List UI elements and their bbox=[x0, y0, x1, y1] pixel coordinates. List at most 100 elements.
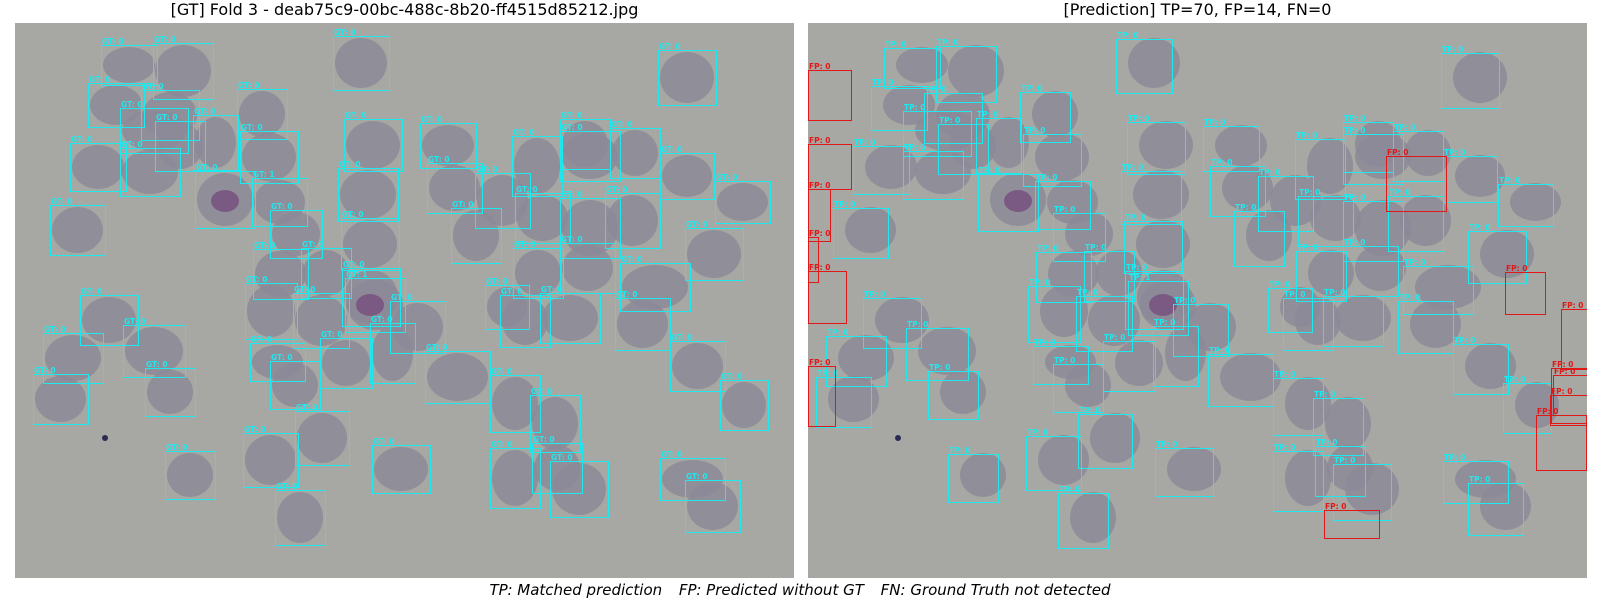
gt-box-rect bbox=[660, 458, 726, 501]
gt-box: GT: 0 bbox=[165, 443, 216, 500]
tp-box-rect bbox=[903, 151, 964, 200]
tp-box: TP: 0 bbox=[1121, 163, 1182, 225]
tp-box-rect bbox=[1078, 414, 1133, 469]
gt-box-rect bbox=[390, 301, 446, 354]
prediction-image-panel: TP: 0 TP: 0 TP: 0 TP: 0 TP: 0 TP: 0 TP: 0 TP: 0… bbox=[808, 23, 1587, 578]
gt-box-label: GT: 0 bbox=[146, 360, 168, 369]
blood-cell bbox=[532, 397, 578, 450]
tp-box: TP: 0 bbox=[884, 40, 941, 89]
tp-box: TP: 0 bbox=[978, 166, 1039, 232]
blood-cell bbox=[542, 295, 598, 341]
gt-box-rect bbox=[120, 148, 181, 197]
gt-box-rect bbox=[540, 293, 601, 344]
gt-box-label: GT: 0 bbox=[531, 387, 553, 396]
gt-box: GT: 0 bbox=[80, 287, 139, 346]
blood-cell bbox=[72, 145, 124, 189]
gt-box: GT: 0 bbox=[153, 35, 214, 100]
blood-cell bbox=[429, 165, 480, 211]
tp-box-label: TP: 0 bbox=[1444, 453, 1465, 462]
blood-cell bbox=[242, 133, 296, 181]
tp-box-label: TP: 0 bbox=[1444, 148, 1465, 157]
tp-box-label: TP: 0 bbox=[1059, 485, 1080, 494]
tp-box-rect bbox=[1153, 326, 1199, 387]
gt-box-label: GT: 0 bbox=[81, 287, 103, 296]
gt-box-rect bbox=[275, 490, 326, 546]
blood-cell bbox=[988, 117, 1029, 168]
tp-box-label: TP: 0 bbox=[1344, 193, 1365, 202]
gt-box-label: GT: 0 bbox=[154, 35, 176, 44]
gt-box: GT: 0 bbox=[605, 185, 661, 249]
gt-box: GT: 0 bbox=[320, 330, 373, 389]
tp-box-label: TP: 0 bbox=[1296, 131, 1317, 140]
tp-box: TP: 0 bbox=[1234, 203, 1285, 267]
gt-box-label: GT: 0 bbox=[661, 145, 683, 154]
gt-box-rect bbox=[530, 395, 581, 453]
gt-box-label: GT: 0 bbox=[606, 185, 628, 194]
gt-image-panel: GT: 0 GT: 0 GT: 0 GT: 0 GT: 0 GT: 0 GT: 0 GT: 0… bbox=[15, 23, 794, 578]
tp-box-rect bbox=[1468, 231, 1527, 284]
tp-box-label: TP: 0 bbox=[885, 40, 906, 49]
tp-box-rect bbox=[1124, 221, 1183, 274]
blood-cell bbox=[239, 91, 285, 137]
tp-box-label: TP: 0 bbox=[1389, 188, 1410, 197]
gt-box: GT: 0 bbox=[245, 275, 298, 340]
tp-box-label: TP: 0 bbox=[904, 143, 925, 152]
tp-box-rect bbox=[1084, 251, 1135, 302]
gt-box-rect bbox=[120, 108, 189, 154]
blood-cell bbox=[1128, 38, 1180, 88]
gt-box: GT: 0 bbox=[344, 111, 403, 172]
fp-box-label: FP: 0 bbox=[1506, 264, 1527, 273]
gt-box-label: GT: 0 bbox=[34, 366, 56, 375]
blood-cell bbox=[1220, 353, 1281, 401]
tp-box-label: TP: 0 bbox=[1344, 126, 1365, 135]
tp-box-rect bbox=[1441, 53, 1500, 109]
gt-box: GT: 0 bbox=[451, 200, 502, 264]
tp-box: TP: 0 bbox=[1153, 318, 1199, 387]
gt-box: GT: 0 bbox=[243, 425, 299, 488]
blood-cell bbox=[1295, 297, 1341, 345]
tp-box-label: TP: 0 bbox=[1125, 213, 1146, 222]
fp-box-rect bbox=[1324, 510, 1380, 539]
tp-box-rect bbox=[1273, 378, 1324, 436]
tp-box-label: TP: 0 bbox=[1469, 475, 1490, 484]
parasite-stain bbox=[1004, 190, 1032, 212]
tp-box: TP: 0 bbox=[1295, 131, 1346, 200]
blood-cell bbox=[82, 297, 136, 343]
blood-cell bbox=[1455, 155, 1505, 197]
blood-cell bbox=[562, 245, 613, 291]
blood-cell bbox=[346, 121, 400, 169]
fp-box-rect bbox=[808, 237, 819, 283]
gt-box-rect bbox=[252, 178, 308, 227]
gt-box-label: GT: 0 bbox=[339, 160, 361, 169]
tp-box-rect bbox=[1058, 493, 1109, 549]
tp-box-rect bbox=[1468, 483, 1524, 536]
tp-box-rect bbox=[948, 454, 999, 503]
tp-box-label: TP: 0 bbox=[864, 290, 885, 299]
tp-box: TP: 1 bbox=[1128, 273, 1189, 336]
tp-box: TP: 0 bbox=[936, 38, 997, 103]
tp-box: TP: 0 bbox=[1103, 333, 1156, 392]
blood-cell bbox=[722, 382, 766, 428]
tp-box-label: TP: 0 bbox=[1034, 338, 1055, 347]
gt-box-rect bbox=[123, 325, 186, 378]
tp-box-rect bbox=[903, 111, 972, 157]
gt-box-label: GT: 0 bbox=[166, 443, 188, 452]
blood-cell bbox=[672, 343, 723, 389]
blood-cell bbox=[1410, 300, 1461, 348]
gt-box: GT: 0 bbox=[195, 163, 256, 229]
blood-cell bbox=[1090, 413, 1140, 463]
fp-box-label: FP: 0 bbox=[1554, 367, 1575, 376]
blood-cell bbox=[1215, 125, 1267, 166]
blood-cell bbox=[1310, 195, 1361, 241]
legend-caption: TP: Matched prediction FP: Predicted wit… bbox=[0, 580, 1600, 600]
tp-box-label: TP: 0 bbox=[977, 110, 998, 119]
blood-cell bbox=[1325, 397, 1371, 450]
tp-box-label: TP: 0 bbox=[1469, 223, 1490, 232]
blood-cell bbox=[297, 413, 347, 463]
tp-box-rect bbox=[1155, 448, 1214, 497]
gt-box-label: GT: 0 bbox=[71, 135, 93, 144]
gt-box-label: GT: 0 bbox=[491, 367, 513, 376]
blood-cell bbox=[662, 155, 712, 197]
tp-box-label: TP: 0 bbox=[1454, 336, 1475, 345]
gt-box-rect bbox=[560, 131, 621, 182]
